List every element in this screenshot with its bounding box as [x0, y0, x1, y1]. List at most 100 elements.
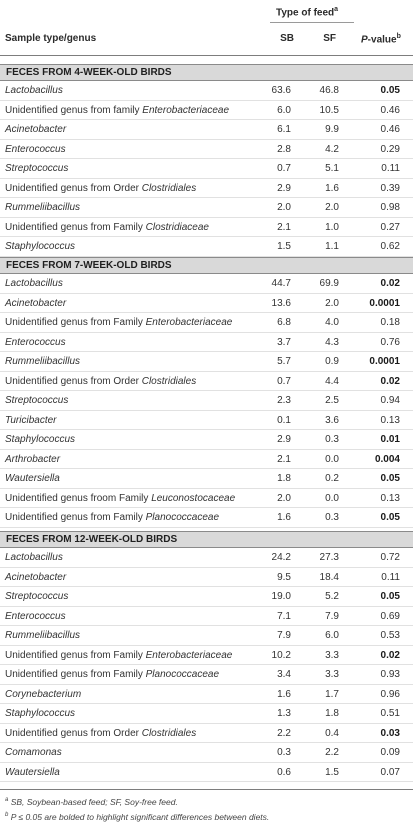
genus-cell: Unidentified genus from Family Clostridi…	[5, 222, 209, 233]
table-row: Turicibacter 0.1 3.6 0.13	[0, 411, 413, 430]
genus-name: Streptococcus	[5, 591, 69, 602]
p-value: 0.98	[380, 202, 400, 213]
sb-value: 7.1	[277, 610, 291, 622]
p-value: 0.72	[380, 552, 400, 563]
p-value: 0.02	[380, 278, 400, 289]
sf-value: 2.0	[325, 202, 339, 213]
section-header: FECES FROM 12-WEEK-OLD BIRDS	[0, 531, 413, 548]
genus-name: Lactobacillus	[5, 85, 63, 96]
genus-name: Rummeliibacillus	[5, 202, 81, 213]
p-value: 0.69	[380, 610, 400, 622]
sb-value: 6.0	[277, 104, 291, 116]
genus-prefix: Unidentified genus from Family	[5, 649, 146, 661]
genus-name: Enterobacteriaceae	[145, 317, 233, 328]
table-row: Unidentified genus from Family Planococc…	[0, 665, 413, 685]
genus-prefix: Unidentified genus from Order	[5, 182, 142, 194]
p-value: 0.62	[380, 241, 400, 252]
genus-cell: Lactobacillus	[5, 85, 63, 96]
genus-cell: Unidentified genus from Family Planococc…	[5, 512, 219, 523]
table-row: Acinetobacter 6.1 9.9 0.46	[0, 120, 413, 140]
genus-cell: Staphylococcus	[5, 241, 75, 252]
genus-name: Rummeliibacillus	[5, 630, 81, 641]
table-row: Unidentified genus from Family Planococc…	[0, 508, 413, 528]
sf-value: 7.9	[325, 610, 339, 622]
p-value: 0.13	[380, 414, 400, 426]
genus-cell: Rummeliibacillus	[5, 356, 80, 367]
p-value: 0.46	[380, 124, 400, 135]
sb-value: 2.1	[277, 453, 291, 465]
genus-name: Rummeliibacillus	[5, 356, 81, 367]
sb-value: 0.3	[277, 747, 291, 758]
sb-value: 1.6	[277, 688, 291, 700]
genus-cell: Lactobacillus	[5, 278, 63, 289]
sb-value: 44.7	[271, 278, 291, 289]
column-header-sample: Sample type/genus	[5, 33, 97, 44]
genus-cell: Wautersiella	[5, 767, 60, 778]
genus-cell: Arthrobacter	[5, 454, 60, 465]
genus-name: Enterobacteriaceae	[142, 104, 230, 116]
genus-name: Comamonas	[5, 747, 62, 758]
sf-value: 18.4	[319, 571, 339, 583]
p-value: 0.05	[380, 591, 400, 602]
genus-cell: Corynebacterium	[5, 689, 81, 700]
p-value: 0.94	[380, 395, 400, 406]
p-value: 0.76	[380, 336, 400, 348]
sf-value: 2.0	[325, 297, 339, 309]
p-value: 0.96	[380, 688, 400, 700]
table-row: Enterococcus 3.7 4.3 0.76	[0, 333, 413, 352]
sf-value: 1.8	[325, 708, 339, 719]
sb-value: 2.8	[277, 143, 291, 155]
sf-value: 0.0	[325, 453, 339, 465]
table-row: Rummeliibacillus 2.0 2.0 0.98	[0, 198, 413, 218]
p-value: 0.0001	[369, 297, 400, 309]
footnote-a: a SB, Soybean-based feed; SF, Soy-free f…	[5, 797, 178, 807]
section-header: FECES FROM 4-WEEK-OLD BIRDS	[0, 64, 413, 81]
genus-cell: Acinetobacter	[5, 572, 66, 583]
genus-name: Acinetobacter	[5, 124, 67, 135]
genus-cell: Lactobacillus	[5, 552, 63, 563]
genus-cell: Unidentified genus from Order Clostridia…	[5, 376, 196, 387]
sb-value: 3.7	[277, 336, 291, 348]
table-row: Streptococcus 2.3 2.5 0.94	[0, 391, 413, 411]
sb-value: 0.6	[277, 766, 291, 778]
genus-cell: Rummeliibacillus	[5, 630, 80, 641]
sb-value: 63.6	[271, 85, 291, 96]
genus-cell: Enterococcus	[5, 611, 66, 622]
genus-name: Staphylococcus	[5, 241, 76, 252]
genus-cell: Unidentified genus from Order Clostridia…	[5, 183, 196, 194]
sb-value: 1.3	[277, 708, 291, 719]
sf-value: 4.2	[325, 143, 339, 155]
table-row: Unidentified genus from Order Clostridia…	[0, 372, 413, 391]
type-of-feed-header: Type of feeda	[276, 6, 339, 19]
genus-prefix: Unidentified genus from Family	[5, 221, 146, 233]
genus-name: Lactobacillus	[5, 278, 63, 289]
p-value: 0.03	[380, 727, 400, 739]
section-title: FECES FROM 12-WEEK-OLD BIRDS	[6, 534, 178, 545]
table-row: Staphylococcus 1.5 1.1 0.62	[0, 237, 413, 257]
p-value: 0.11	[381, 163, 400, 174]
genus-name: Clostridiales	[141, 375, 197, 387]
table-row: Lactobacillus 24.2 27.3 0.72	[0, 548, 413, 568]
sb-value: 0.7	[277, 163, 291, 174]
table-row: Comamonas 0.3 2.2 0.09	[0, 743, 413, 763]
section-header: FECES FROM 7-WEEK-OLD BIRDS	[0, 257, 413, 274]
header-rule	[0, 55, 413, 56]
genus-cell: Wautersiella	[5, 473, 60, 484]
table-row: Unidentified genus from Order Clostridia…	[0, 179, 413, 198]
p-value: 0.13	[380, 492, 400, 504]
genus-name: Clostridiaceae	[145, 221, 209, 233]
sb-value: 3.4	[277, 669, 291, 680]
sb-value: 2.0	[277, 202, 291, 213]
table-row: Wautersiella 1.8 0.2 0.05	[0, 469, 413, 489]
sb-value: 7.9	[277, 630, 291, 641]
column-header-p-value: P-valueb	[361, 33, 401, 46]
sb-value: 13.6	[271, 297, 291, 309]
p-value: 0.02	[380, 375, 400, 387]
genus-cell: Unidentified genus from Family Planococc…	[5, 669, 219, 680]
genus-prefix: Unidentified genus from Family	[5, 512, 146, 523]
column-header-sf: SF	[323, 33, 336, 44]
footnote-b: b P ≤ 0.05 are bolded to highlight signi…	[5, 812, 270, 822]
sf-value: 1.1	[325, 241, 339, 252]
genus-cell: Unidentified genus from Order Clostridia…	[5, 728, 196, 739]
